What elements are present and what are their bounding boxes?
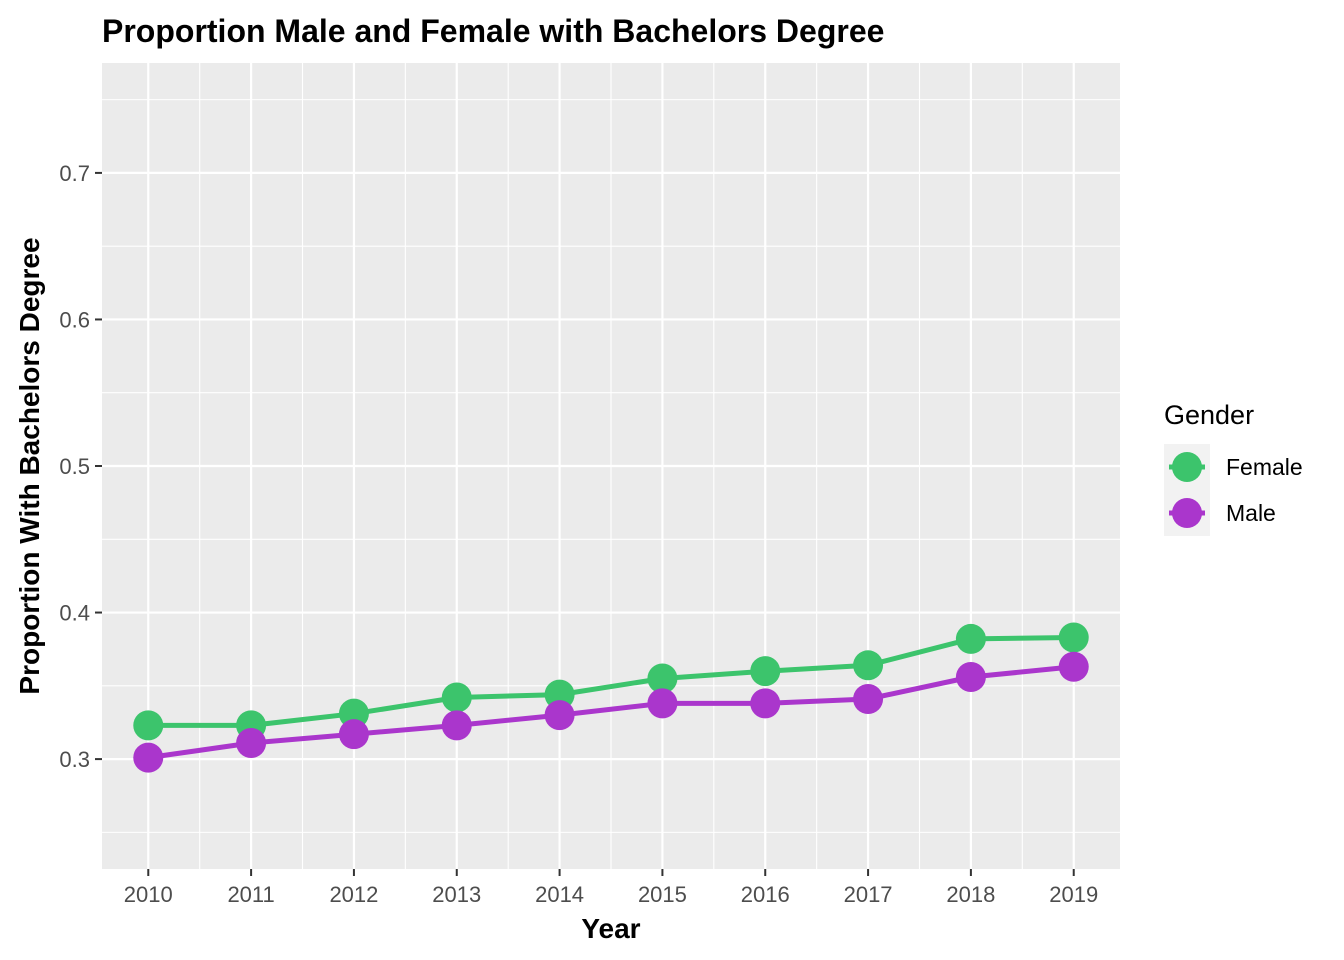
data-point-female bbox=[955, 623, 986, 654]
x-tick-label: 2010 bbox=[124, 882, 173, 907]
y-tick-label: 0.4 bbox=[59, 601, 90, 626]
data-point-male bbox=[955, 662, 986, 693]
x-tick-label: 2014 bbox=[535, 882, 584, 907]
x-tick-label: 2019 bbox=[1049, 882, 1098, 907]
y-tick-label: 0.7 bbox=[59, 161, 90, 186]
y-tick-label: 0.3 bbox=[59, 747, 90, 772]
data-point-male bbox=[441, 710, 472, 741]
legend-items: Female Male bbox=[1164, 444, 1303, 536]
y-axis: 0.3 0.4 0.5 0.6 0.7 bbox=[59, 161, 102, 772]
data-point-male bbox=[544, 700, 575, 731]
x-tick-label: 2015 bbox=[638, 882, 687, 907]
data-point-female bbox=[338, 698, 369, 729]
data-point-female bbox=[544, 679, 575, 710]
series-line-male bbox=[147, 664, 1074, 761]
y-axis-title: Proportion With Bachelors Degree bbox=[14, 237, 45, 694]
x-tick-label: 2017 bbox=[844, 882, 893, 907]
legend: Gender Female Male bbox=[1164, 400, 1303, 536]
legend-title: Gender bbox=[1164, 400, 1254, 430]
data-point-male bbox=[338, 719, 369, 750]
data-point-female bbox=[1058, 622, 1089, 653]
legend-key-point bbox=[1172, 452, 1202, 482]
data-point-female bbox=[647, 663, 678, 694]
data-point-male bbox=[750, 688, 781, 719]
x-tick-label: 2018 bbox=[946, 882, 995, 907]
x-tick-label: 2016 bbox=[741, 882, 790, 907]
data-point-female bbox=[441, 682, 472, 713]
data-point-male bbox=[647, 688, 678, 719]
x-tick-label: 2013 bbox=[432, 882, 481, 907]
x-tick-label: 2012 bbox=[329, 882, 378, 907]
data-point-male bbox=[853, 684, 884, 715]
series-layer bbox=[133, 622, 1089, 773]
series-line-female bbox=[148, 635, 1074, 728]
data-point-male bbox=[133, 742, 164, 773]
y-tick-label: 0.5 bbox=[59, 454, 90, 479]
legend-key-point bbox=[1172, 498, 1202, 528]
chart-title: Proportion Male and Female with Bachelor… bbox=[102, 13, 884, 49]
y-tick-label: 0.6 bbox=[59, 307, 90, 332]
legend-label: Male bbox=[1226, 500, 1276, 526]
legend-item-female: Female bbox=[1164, 444, 1303, 490]
x-tick-label: 2011 bbox=[227, 882, 274, 907]
data-point-female bbox=[853, 650, 884, 681]
legend-label: Female bbox=[1226, 454, 1303, 480]
x-axis: 2010 2011 2012 2013 2014 2015 2016 2017 2018 2019 bbox=[124, 869, 1098, 907]
data-point-female bbox=[133, 710, 164, 741]
data-point-male bbox=[1058, 651, 1089, 682]
x-axis-title: Year bbox=[581, 913, 640, 944]
major-gridlines bbox=[102, 63, 1120, 869]
legend-item-male: Male bbox=[1164, 490, 1276, 536]
data-point-female bbox=[750, 656, 781, 687]
data-point-male bbox=[236, 727, 267, 758]
